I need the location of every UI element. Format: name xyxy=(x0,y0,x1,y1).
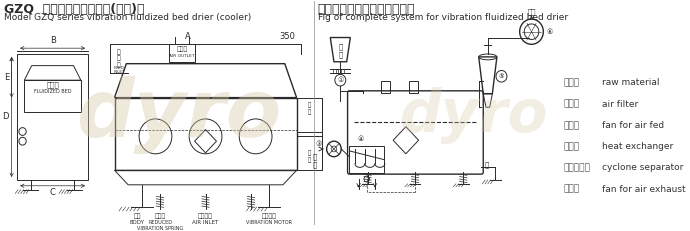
Text: 排风机: 排风机 xyxy=(563,185,580,194)
Text: BODY: BODY xyxy=(130,220,145,225)
Text: 空气入口: 空气入口 xyxy=(198,213,213,219)
Text: A: A xyxy=(184,32,190,41)
Text: air filter: air filter xyxy=(602,100,638,109)
Text: ⑤: ⑤ xyxy=(499,74,504,79)
Text: dyro: dyro xyxy=(400,87,549,143)
Text: 空
气: 空 气 xyxy=(313,154,317,168)
Text: 加料口: 加料口 xyxy=(563,78,580,87)
Text: dyro: dyro xyxy=(76,76,281,154)
Text: C: C xyxy=(50,188,55,197)
Text: AIR OUTLET: AIR OUTLET xyxy=(169,54,195,58)
Text: 排
口: 排 口 xyxy=(308,151,311,163)
Text: heat exchanger: heat exchanger xyxy=(602,142,673,151)
Bar xyxy=(297,136,322,170)
Text: fan for air exhaust: fan for air exhaust xyxy=(602,185,685,194)
Text: 品: 品 xyxy=(485,161,489,168)
Text: GZQ  系列振动流化床干燥(冷却)机: GZQ 系列振动流化床干燥(冷却)机 xyxy=(4,3,145,16)
Text: 隔震弹: 隔震弹 xyxy=(155,213,166,219)
Text: 排气: 排气 xyxy=(527,9,535,15)
Text: cyclone separator: cyclone separator xyxy=(602,164,683,173)
Text: 流化床: 流化床 xyxy=(46,81,59,88)
Bar xyxy=(297,97,322,131)
Bar xyxy=(115,97,297,170)
Text: 机体: 机体 xyxy=(134,213,141,219)
Text: Fig of complete system for vibration fluidized bed drier: Fig of complete system for vibration flu… xyxy=(317,13,568,22)
Text: E: E xyxy=(3,73,9,82)
Text: D: D xyxy=(2,112,9,122)
Text: 送风机: 送风机 xyxy=(563,121,580,130)
Text: 振动电机: 振动电机 xyxy=(262,213,277,219)
Text: ③: ③ xyxy=(315,141,322,147)
Text: fan for air fed: fan for air fed xyxy=(602,121,664,130)
Text: B: B xyxy=(50,36,55,45)
Text: 出气口: 出气口 xyxy=(176,46,188,52)
Text: 换热器: 换热器 xyxy=(563,142,580,151)
Text: 原
料: 原 料 xyxy=(338,43,342,58)
Text: VIBRATION SPRING: VIBRATION SPRING xyxy=(137,225,183,231)
Text: ①: ① xyxy=(337,77,344,83)
Text: raw material: raw material xyxy=(602,78,659,87)
Text: 出
口: 出 口 xyxy=(308,102,311,115)
Bar xyxy=(382,81,391,93)
Bar xyxy=(349,146,384,173)
Text: ④: ④ xyxy=(357,136,364,142)
Text: ⑥: ⑥ xyxy=(546,29,552,35)
Bar xyxy=(169,44,195,62)
Text: 旋风分离器: 旋风分离器 xyxy=(563,164,590,173)
Text: FEED
INLET: FEED INLET xyxy=(113,66,125,74)
Text: 过滤器: 过滤器 xyxy=(563,100,580,109)
Text: Model GZQ series vibration fluidized bed drier (cooler): Model GZQ series vibration fluidized bed… xyxy=(4,13,252,22)
Bar xyxy=(17,54,88,180)
Bar xyxy=(24,80,81,112)
Text: FLUIDIZED BED: FLUIDIZED BED xyxy=(34,89,71,94)
Text: 入
料
口: 入 料 口 xyxy=(117,49,121,68)
Text: VIBRATION MOTOR: VIBRATION MOTOR xyxy=(246,220,293,225)
Text: 振动流化床干燥机配套系统图: 振动流化床干燥机配套系统图 xyxy=(317,3,415,16)
Text: AIR INLET: AIR INLET xyxy=(193,220,219,225)
Text: 350: 350 xyxy=(279,32,295,41)
Text: REDUCED: REDUCED xyxy=(148,220,172,225)
Bar xyxy=(408,81,417,93)
